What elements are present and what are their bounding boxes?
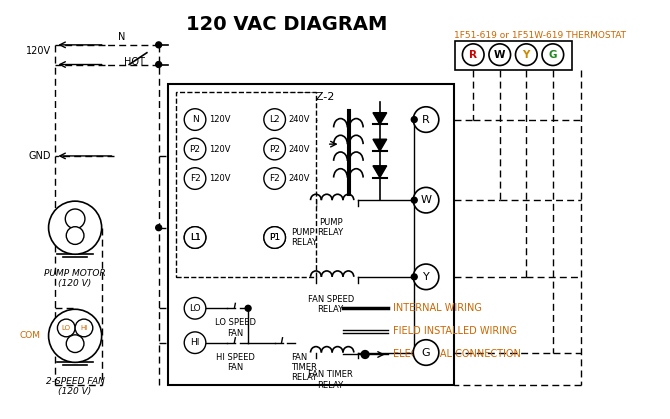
Circle shape xyxy=(361,351,369,358)
Text: LO: LO xyxy=(62,325,71,331)
Text: PUMP
RELAY: PUMP RELAY xyxy=(291,228,318,247)
Text: 120V: 120V xyxy=(209,145,230,153)
Text: 120V: 120V xyxy=(209,174,230,183)
Text: N: N xyxy=(118,32,125,42)
Text: L1: L1 xyxy=(190,233,200,242)
Text: P2: P2 xyxy=(190,145,200,153)
Text: Y: Y xyxy=(523,50,530,59)
Circle shape xyxy=(542,44,563,65)
Circle shape xyxy=(48,309,102,362)
Text: PUMP
RELAY: PUMP RELAY xyxy=(318,218,344,237)
Circle shape xyxy=(264,109,285,130)
Circle shape xyxy=(411,116,417,122)
Text: 1F51-619 or 1F51W-619 THERMOSTAT: 1F51-619 or 1F51W-619 THERMOSTAT xyxy=(454,31,626,40)
Text: R: R xyxy=(422,114,430,124)
Circle shape xyxy=(184,227,206,248)
Circle shape xyxy=(184,109,206,130)
Text: G: G xyxy=(421,347,430,357)
Text: L2: L2 xyxy=(269,115,280,124)
Bar xyxy=(168,84,454,385)
Text: 120 VAC DIAGRAM: 120 VAC DIAGRAM xyxy=(186,16,387,34)
Circle shape xyxy=(66,227,84,244)
Circle shape xyxy=(413,107,439,132)
Circle shape xyxy=(413,187,439,213)
Circle shape xyxy=(411,274,417,280)
Text: F2: F2 xyxy=(190,174,200,183)
Text: Y: Y xyxy=(423,272,429,282)
Text: LO SPEED
FAN: LO SPEED FAN xyxy=(215,318,256,338)
Text: 8A18Z-2: 8A18Z-2 xyxy=(287,92,335,102)
Circle shape xyxy=(489,44,511,65)
Bar xyxy=(454,41,572,70)
Text: 240V: 240V xyxy=(288,174,310,183)
Circle shape xyxy=(264,138,285,160)
Text: FIELD INSTALLED WIRING: FIELD INSTALLED WIRING xyxy=(393,326,517,336)
Text: W: W xyxy=(421,195,431,205)
Bar xyxy=(176,92,316,277)
Circle shape xyxy=(413,340,439,365)
Text: 120V: 120V xyxy=(26,46,51,56)
Text: FAN SPEED
RELAY: FAN SPEED RELAY xyxy=(308,295,354,314)
Polygon shape xyxy=(373,166,387,178)
Text: W: W xyxy=(494,50,505,59)
Text: P2: P2 xyxy=(269,145,280,153)
Text: HI SPEED
FAN: HI SPEED FAN xyxy=(216,352,255,372)
Text: G: G xyxy=(549,50,557,59)
Circle shape xyxy=(245,305,251,311)
Circle shape xyxy=(184,138,206,160)
Polygon shape xyxy=(373,139,387,151)
Text: COM: COM xyxy=(19,331,40,340)
Text: FAN TIMER
RELAY: FAN TIMER RELAY xyxy=(308,370,353,390)
Circle shape xyxy=(264,227,285,248)
Text: 120V: 120V xyxy=(209,115,230,124)
Circle shape xyxy=(65,209,85,229)
Circle shape xyxy=(184,227,206,248)
Text: HI: HI xyxy=(80,325,88,331)
Text: 240V: 240V xyxy=(288,145,310,153)
Text: P1: P1 xyxy=(269,233,280,242)
Text: N: N xyxy=(192,115,198,124)
Text: INTERNAL WIRING: INTERNAL WIRING xyxy=(393,303,482,313)
Circle shape xyxy=(264,227,285,248)
Text: HOT: HOT xyxy=(124,57,145,67)
Circle shape xyxy=(411,197,417,203)
Text: F2: F2 xyxy=(269,174,280,183)
Text: GND: GND xyxy=(28,151,50,161)
Text: L1: L1 xyxy=(190,233,200,242)
Polygon shape xyxy=(373,113,387,124)
Text: R: R xyxy=(469,50,477,59)
Circle shape xyxy=(184,168,206,189)
Circle shape xyxy=(155,42,161,48)
Text: HI: HI xyxy=(190,338,200,347)
Circle shape xyxy=(155,62,161,67)
Circle shape xyxy=(75,319,93,337)
Circle shape xyxy=(462,44,484,65)
Circle shape xyxy=(184,297,206,319)
Circle shape xyxy=(155,225,161,230)
Circle shape xyxy=(264,168,285,189)
Circle shape xyxy=(66,335,84,352)
Text: ELECTRICAL CONNECTION: ELECTRICAL CONNECTION xyxy=(393,349,521,360)
Text: 2-SPEED FAN
(120 V): 2-SPEED FAN (120 V) xyxy=(46,377,105,396)
Text: 240V: 240V xyxy=(288,115,310,124)
Text: FAN
TIMER
RELAY: FAN TIMER RELAY xyxy=(291,352,318,382)
Circle shape xyxy=(184,332,206,354)
Circle shape xyxy=(413,264,439,290)
Text: PUMP MOTOR
(120 V): PUMP MOTOR (120 V) xyxy=(44,269,106,288)
Text: P1: P1 xyxy=(269,233,280,242)
Circle shape xyxy=(58,319,75,337)
Circle shape xyxy=(515,44,537,65)
Circle shape xyxy=(48,201,102,254)
Text: LO: LO xyxy=(189,304,201,313)
